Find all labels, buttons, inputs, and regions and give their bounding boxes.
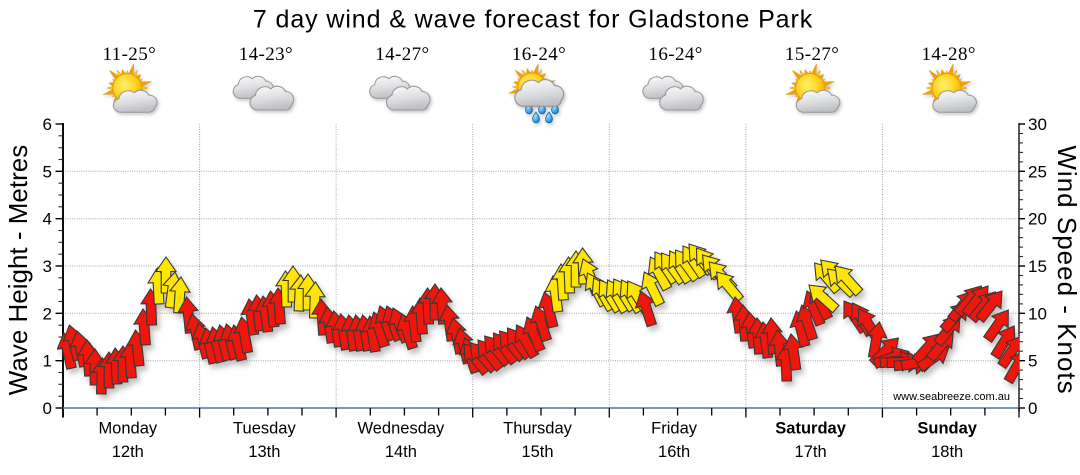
svg-text:6: 6 (43, 115, 52, 134)
svg-text:25: 25 (1028, 162, 1047, 181)
svg-text:Thursday: Thursday (503, 420, 573, 438)
svg-text:16th: 16th (658, 443, 690, 461)
svg-text:15-27°: 15-27° (785, 44, 839, 65)
svg-text:5: 5 (43, 162, 52, 181)
svg-text:Tuesday: Tuesday (233, 420, 296, 438)
svg-text:12th: 12th (112, 443, 144, 461)
svg-text:15th: 15th (521, 443, 553, 461)
svg-text:14th: 14th (385, 443, 417, 461)
svg-text:18th: 18th (931, 443, 963, 461)
svg-text:2: 2 (43, 304, 52, 323)
svg-text:11-25°: 11-25° (102, 44, 156, 65)
svg-text:www.seabreeze.com.au: www.seabreeze.com.au (892, 391, 1010, 403)
svg-text:5: 5 (1028, 352, 1037, 371)
svg-text:Saturday: Saturday (775, 420, 846, 438)
svg-text:16-24°: 16-24° (648, 44, 702, 65)
svg-text:14-27°: 14-27° (375, 44, 429, 65)
svg-text:0: 0 (1028, 399, 1037, 418)
svg-text:Sunday: Sunday (917, 420, 977, 438)
svg-text:17th: 17th (795, 443, 827, 461)
svg-text:7 day wind & wave forecast for: 7 day wind & wave forecast for Gladstone… (253, 6, 813, 34)
svg-text:14-23°: 14-23° (239, 44, 293, 65)
svg-text:Wednesday: Wednesday (357, 420, 445, 438)
svg-text:4: 4 (43, 210, 52, 229)
svg-text:Monday: Monday (98, 420, 157, 438)
svg-text:Wind Speed - Knots: Wind Speed - Knots (1052, 145, 1080, 394)
svg-text:14-28°: 14-28° (922, 44, 976, 65)
svg-text:10: 10 (1028, 304, 1047, 323)
svg-text:20: 20 (1028, 210, 1047, 229)
svg-text:30: 30 (1028, 115, 1047, 134)
svg-text:Friday: Friday (651, 420, 698, 438)
svg-text:1: 1 (43, 352, 52, 371)
svg-text:16-24°: 16-24° (512, 44, 566, 65)
svg-text:15: 15 (1028, 257, 1047, 276)
svg-text:0: 0 (43, 399, 52, 418)
svg-text:Wave Height - Metres: Wave Height - Metres (3, 145, 33, 395)
svg-text:13th: 13th (248, 443, 280, 461)
svg-text:3: 3 (43, 257, 52, 276)
